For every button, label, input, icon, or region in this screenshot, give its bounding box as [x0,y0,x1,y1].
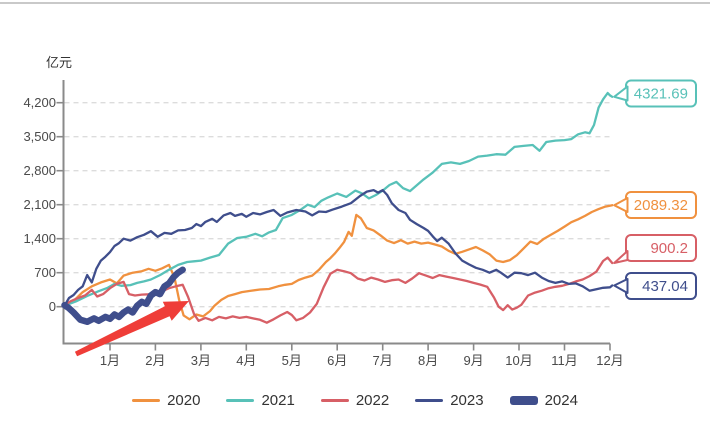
legend: 2020 2021 2022 2023 2024 [0,392,710,409]
y-axis-label: 1,400 [23,230,56,246]
y-axis-label: 2,800 [23,162,56,178]
window-top-border [0,2,710,4]
legend-swatch-2021 [226,399,255,402]
legend-swatch-2020 [132,399,161,402]
y-axis-label: 0 [48,298,56,314]
value-callout-pointer-2022 [613,250,629,264]
legend-label: 2023 [450,392,484,409]
legend-swatch-2022 [320,399,349,402]
legend-label: 2020 [167,392,201,409]
x-axis-label: 1月 [99,353,121,368]
y-axis-label: 700 [34,264,56,280]
legend-item-2022[interactable]: 2022 [320,392,390,409]
legend-label: 2022 [355,392,390,409]
value-callout-box-2022 [625,234,697,262]
x-axis-label: 6月 [327,353,348,368]
legend-item-2023[interactable]: 2023 [415,392,484,409]
value-callout-pointer-2020 [613,197,629,213]
series-line-2024 [61,266,186,326]
x-axis-label: 11月 [551,353,578,368]
annotation-arrow [74,301,189,357]
x-axis-label: 4月 [236,353,257,368]
value-callout-pointer-2021 [613,85,629,102]
legend-item-2021[interactable]: 2021 [226,392,295,409]
series-line-2020 [63,204,614,321]
value-callout-pointer-2023 [613,278,629,294]
series-line-2023 [63,188,614,307]
value-callout-text-2021: 4321.69 [634,86,688,103]
y-axis-label: 3,500 [23,128,56,144]
x-axis-label: 12月 [596,353,624,368]
x-axis-label: 3月 [190,353,211,368]
y-axis-unit-label: 亿元 [46,55,73,70]
x-axis-label: 10月 [505,353,533,368]
legend-label: 2024 [544,392,578,409]
legend-swatch-2023 [415,399,444,402]
series-line-2022 [63,256,614,324]
x-axis-label: 8月 [418,353,439,368]
x-axis-label: 7月 [372,353,393,368]
legend-item-2024[interactable]: 2024 [509,392,578,409]
x-axis-label: 9月 [463,353,484,368]
x-axis-label: 2月 [145,353,166,368]
value-callout-text-2023: 437.04 [642,278,688,295]
legend-item-2020[interactable]: 2020 [132,392,200,409]
value-callout-text-2022: 900.2 [650,240,688,257]
value-callout-text-2020: 2089.32 [634,197,688,214]
y-axis-label: 2,100 [23,196,56,212]
legend-label: 2021 [261,392,295,409]
y-axis-label: 4,200 [23,94,56,110]
series-line-2021 [63,91,614,307]
x-axis-label: 5月 [281,353,302,368]
legend-swatch-2024 [509,396,538,405]
